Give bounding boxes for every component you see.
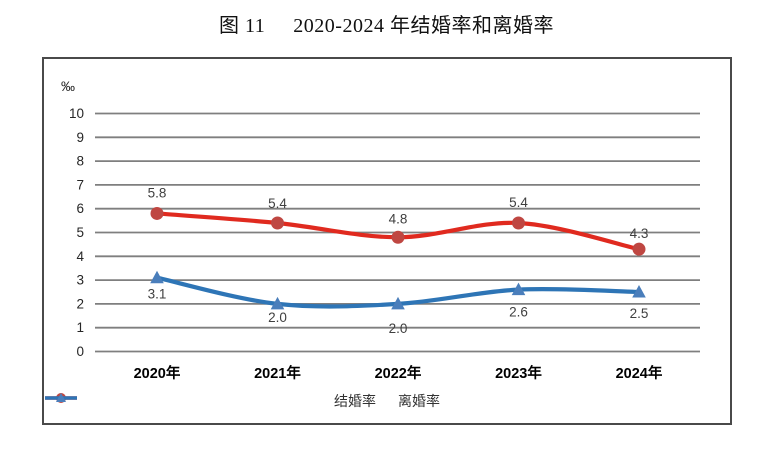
y-tick-label: 5 xyxy=(76,225,84,240)
data-label: 5.8 xyxy=(148,185,167,200)
data-point-marker xyxy=(270,296,285,310)
y-tick-label: 2 xyxy=(76,296,84,311)
y-tick-label: 10 xyxy=(69,106,84,121)
data-point-marker xyxy=(632,242,646,256)
data-point-marker xyxy=(632,285,646,298)
figure-number: 图 11 xyxy=(219,15,266,37)
data-point-marker xyxy=(150,206,164,220)
y-tick-label: 9 xyxy=(76,130,84,145)
y-tick-label: 0 xyxy=(76,344,84,359)
data-label: 2.6 xyxy=(509,305,528,320)
x-tick-label: 2021年 xyxy=(254,364,301,382)
data-label: 4.8 xyxy=(389,211,408,226)
chart-title: 图 11 2020-2024 年结婚率和离婚率 xyxy=(0,9,773,38)
legend-label: 结婚率 xyxy=(334,393,376,409)
data-point-marker xyxy=(150,270,164,284)
data-label: 5.4 xyxy=(268,196,287,211)
line-chart: 0 1 2 3 4 5 6 7 8 9 10 ‰ 2020年 2021年 2022年 2023年 2024年 5.… xyxy=(61,78,700,382)
y-tick-label: 1 xyxy=(76,320,84,335)
data-point-marker xyxy=(391,296,405,310)
data-label: 2.0 xyxy=(268,310,287,325)
title-text: 2020-2024 年结婚率和离婚率 xyxy=(293,15,554,37)
x-tick-label: 2020年 xyxy=(134,364,181,382)
y-tick-label: 4 xyxy=(76,249,84,264)
data-point-marker xyxy=(512,216,525,230)
y-tick-label: 3 xyxy=(76,273,84,288)
data-label: 5.4 xyxy=(509,195,528,210)
y-axis-unit-label: ‰ xyxy=(61,78,75,94)
data-point-marker xyxy=(511,282,526,296)
data-point-marker xyxy=(271,216,284,230)
x-tick-label: 2023年 xyxy=(495,364,542,382)
x-tick-label: 2022年 xyxy=(375,364,422,382)
legend-label: 离婚率 xyxy=(398,393,440,409)
chart-legend: 结婚率 离婚率 xyxy=(44,391,730,411)
data-label: 3.1 xyxy=(148,287,167,302)
x-tick-label: 2024年 xyxy=(616,364,663,382)
data-label: 4.3 xyxy=(630,226,649,241)
chart-area: 0 1 2 3 4 5 6 7 8 9 10 ‰ 2020年 2021年 2022年 2023年 2024年 5.… xyxy=(42,57,732,425)
data-label: 2.5 xyxy=(630,306,649,321)
y-tick-label: 7 xyxy=(76,177,84,192)
legend-item: 结婚率 xyxy=(45,391,376,411)
legend-triangle-swatch xyxy=(45,393,77,402)
data-label: 2.0 xyxy=(389,321,408,336)
data-point-marker xyxy=(391,230,405,244)
y-tick-label: 6 xyxy=(76,201,84,216)
legend-item: 离婚率 xyxy=(45,391,440,411)
y-tick-label: 8 xyxy=(76,154,84,169)
